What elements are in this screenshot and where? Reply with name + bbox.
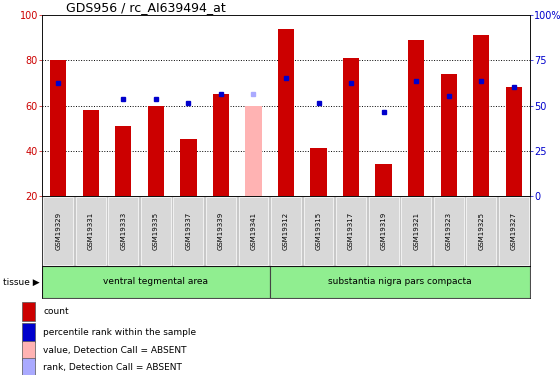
Text: GSM19321: GSM19321: [413, 212, 419, 250]
Text: rank, Detection Call = ABSENT: rank, Detection Call = ABSENT: [43, 363, 182, 372]
Text: GSM19335: GSM19335: [153, 212, 159, 250]
Text: GSM19329: GSM19329: [55, 212, 61, 250]
Text: GSM19323: GSM19323: [446, 212, 452, 250]
Bar: [206, 197, 236, 265]
Bar: [441, 74, 457, 196]
Bar: [433, 197, 464, 265]
Text: GSM19337: GSM19337: [185, 212, 192, 250]
Bar: [22, 323, 35, 342]
Bar: [50, 60, 67, 196]
Bar: [506, 87, 522, 196]
Bar: [22, 302, 35, 321]
Text: GSM19327: GSM19327: [511, 212, 517, 250]
Bar: [245, 105, 262, 196]
Bar: [42, 266, 270, 298]
Text: GSM19325: GSM19325: [478, 212, 484, 250]
Bar: [239, 197, 268, 265]
Bar: [180, 140, 197, 196]
Bar: [304, 197, 334, 265]
Bar: [408, 40, 424, 196]
Bar: [401, 197, 431, 265]
Text: GSM19319: GSM19319: [381, 212, 386, 250]
Bar: [336, 197, 366, 265]
Text: GSM19331: GSM19331: [88, 212, 94, 250]
Bar: [499, 197, 529, 265]
Bar: [76, 197, 106, 265]
Bar: [83, 110, 99, 196]
Text: GSM19333: GSM19333: [120, 212, 127, 250]
Text: GSM19339: GSM19339: [218, 212, 224, 250]
Text: GSM19317: GSM19317: [348, 212, 354, 250]
Bar: [343, 58, 359, 196]
Bar: [141, 197, 171, 265]
Bar: [368, 197, 399, 265]
Text: percentile rank within the sample: percentile rank within the sample: [43, 328, 196, 337]
Bar: [466, 197, 496, 265]
Text: GSM19312: GSM19312: [283, 212, 289, 250]
Text: GSM19315: GSM19315: [315, 212, 321, 250]
Text: value, Detection Call = ABSENT: value, Detection Call = ABSENT: [43, 346, 186, 355]
Bar: [213, 94, 229, 196]
Bar: [310, 148, 326, 196]
Bar: [115, 126, 132, 196]
Text: ventral tegmental area: ventral tegmental area: [104, 278, 208, 286]
Text: substantia nigra pars compacta: substantia nigra pars compacta: [328, 278, 472, 286]
Text: tissue ▶: tissue ▶: [3, 278, 39, 286]
Bar: [278, 28, 294, 196]
Bar: [22, 358, 35, 375]
Bar: [174, 197, 203, 265]
Bar: [109, 197, 138, 265]
Bar: [148, 105, 164, 196]
Text: GSM19341: GSM19341: [250, 212, 256, 250]
Bar: [375, 164, 392, 196]
Text: count: count: [43, 307, 69, 316]
Bar: [271, 197, 301, 265]
Bar: [43, 197, 73, 265]
Bar: [473, 35, 489, 196]
Bar: [22, 341, 35, 360]
Bar: [270, 266, 530, 298]
Text: GDS956 / rc_AI639494_at: GDS956 / rc_AI639494_at: [67, 1, 226, 14]
